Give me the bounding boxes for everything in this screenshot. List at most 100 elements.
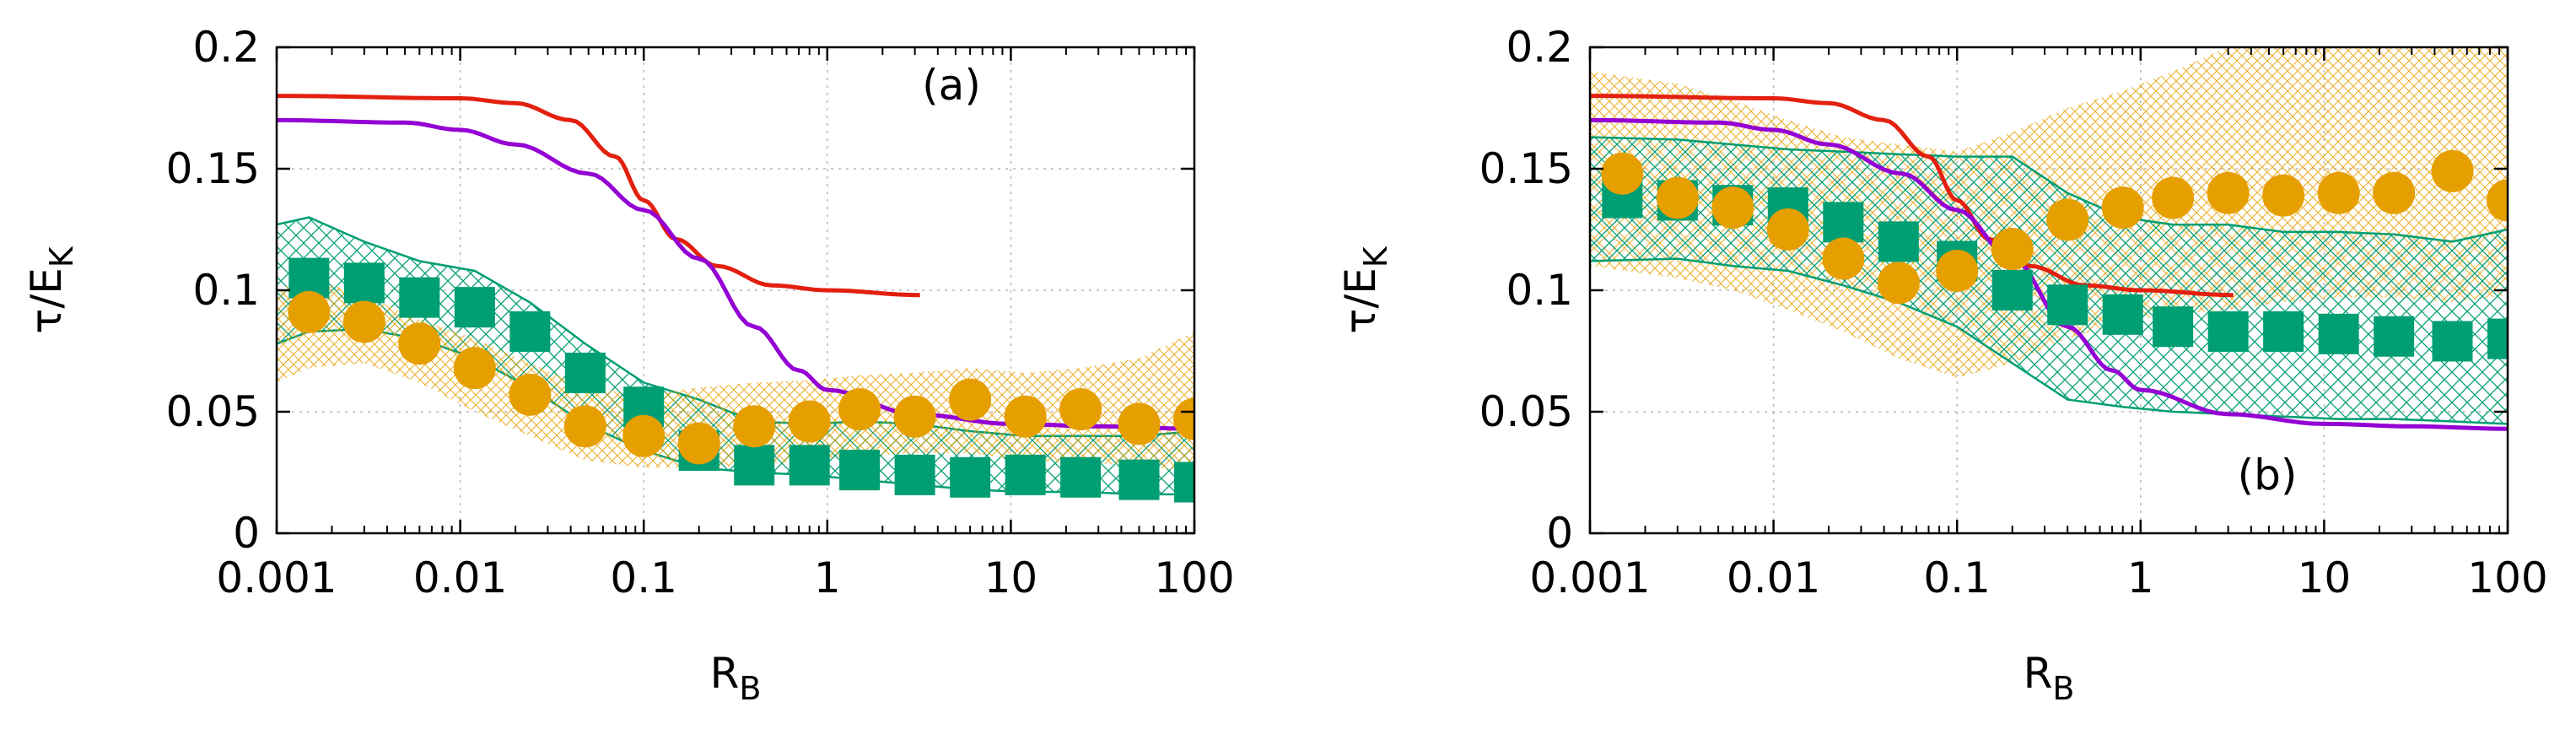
ticks-b: 0.001 0.01 0.1 1 10 100 0 0.05 0.1 0.15 0.2	[1479, 23, 2548, 602]
y-tick-label: 0.05	[1479, 387, 1573, 436]
orange-band-area	[277, 278, 1194, 472]
x-tick-label: 100	[1154, 554, 1234, 602]
orange-circle-marker	[1991, 228, 2034, 271]
green-square-marker	[2153, 306, 2194, 348]
green-square-marker	[564, 352, 606, 393]
orange-circle-marker	[509, 373, 552, 416]
green-square-marker	[2487, 318, 2508, 359]
orange-circle-marker	[2152, 176, 2195, 219]
orange-circle-marker	[1877, 262, 1920, 305]
orange-circle-marker	[1656, 176, 1699, 219]
green-square-marker	[2263, 310, 2304, 352]
orange-circle-marker	[893, 395, 936, 438]
orange-circle-marker	[1822, 237, 1865, 280]
green-square-marker	[509, 310, 551, 352]
x-tick-label: 10	[984, 554, 1038, 602]
y-tick-label: 0.1	[192, 266, 260, 315]
orange-circle-marker	[622, 414, 666, 457]
orange-circle-marker	[1711, 186, 1754, 230]
green-square-marker	[1005, 454, 1046, 495]
orange-circle-marker	[2207, 171, 2250, 214]
x-tick-label: 0.01	[413, 554, 507, 602]
y-tick-label: 0.2	[1506, 23, 1573, 72]
orange-circle-marker	[677, 422, 720, 465]
purple-curve	[1590, 117, 2508, 431]
green-square-marker	[1118, 459, 1160, 500]
green-square-marker	[894, 454, 935, 495]
orange-circle-marker	[838, 388, 881, 431]
orange-circle-marker	[1766, 208, 1809, 251]
green-square-marker	[789, 445, 830, 486]
x-tick-label: 0.01	[1727, 554, 1820, 602]
x-tick-label: 0.001	[1529, 554, 1650, 602]
orange-circle-marker	[949, 378, 992, 421]
x-tick-label: 0.1	[610, 554, 677, 602]
orange-circle-marker	[2487, 179, 2508, 222]
orange-circle-marker	[453, 347, 496, 390]
green-band-area	[1590, 137, 2508, 424]
panel-a: 0.001 0.01 0.1 1 10 100 0 0.05 0.1 0.15 0.2 (a) RB…	[22, 23, 1235, 707]
x-tick-label: 10	[2298, 554, 2352, 602]
y-axis-label-b: τ/EK	[1336, 246, 1394, 334]
orange-circle-marker	[2431, 149, 2474, 192]
green-square-marker	[2207, 310, 2249, 352]
green-square-marker	[1991, 270, 2033, 310]
green-square-marker	[2047, 284, 2088, 326]
y-axis-label-a: τ/EK	[22, 246, 80, 334]
orange-circle-marker	[2046, 198, 2089, 241]
orange-circle-marker	[1936, 249, 1979, 292]
green-square-marker	[1823, 202, 1864, 243]
x-tick-label: 100	[2467, 554, 2547, 602]
green-square-marker	[734, 445, 775, 486]
green-band-lower-edge	[1590, 257, 2508, 425]
panel-label-a: (a)	[922, 61, 981, 110]
orange-circle-marker	[1601, 152, 1644, 195]
y-tick-label: 0.15	[1479, 144, 1573, 193]
orange-circle-marker	[342, 300, 385, 343]
orange-circle-marker	[563, 405, 606, 448]
orange-circle-marker	[788, 400, 831, 443]
panel-label-b: (b)	[2238, 451, 2298, 500]
ticks-a: 0.001 0.01 0.1 1 10 100 0 0.05 0.1 0.15 0.2	[166, 23, 1235, 602]
green-square-marker	[2432, 321, 2473, 362]
x-axis-label-b: RB	[2024, 649, 2075, 707]
green-square-marker	[950, 456, 991, 498]
y-tick-label: 0.2	[192, 23, 260, 72]
x-tick-label: 0.001	[216, 554, 337, 602]
orange-circle-marker	[2373, 171, 2416, 214]
orange-circle-marker	[1173, 397, 1194, 440]
bands-b	[1590, 47, 2508, 425]
red-curve	[277, 94, 920, 298]
green-square-marker	[399, 277, 440, 318]
green-square-marker	[1174, 462, 1194, 503]
green-square-marker	[454, 287, 495, 328]
green-band-upper-edge	[1590, 136, 2508, 243]
panel-b: 0.001 0.01 0.1 1 10 100 0 0.05 0.1 0.15 0.2 (b) RB…	[1336, 23, 2548, 707]
y-tick-label: 0	[233, 509, 260, 558]
y-tick-label: 0.05	[166, 387, 260, 436]
orange-circle-marker	[398, 322, 441, 365]
orange-circle-marker	[2101, 186, 2144, 230]
green-square-marker	[343, 262, 385, 304]
x-axis-label-a: RB	[710, 649, 762, 707]
green-square-marker	[1878, 221, 1919, 262]
x-tick-label: 1	[2127, 554, 2154, 602]
lines-a	[277, 94, 1194, 431]
y-tick-label: 0.1	[1506, 266, 1573, 315]
y-tick-label: 0.15	[166, 144, 260, 193]
orange-circle-marker	[1118, 402, 1161, 446]
orange-circle-marker	[1059, 388, 1102, 431]
orange-circle-marker	[1004, 395, 1047, 438]
green-square-marker	[839, 450, 881, 491]
markers-a	[288, 257, 1194, 503]
green-square-marker	[2318, 313, 2359, 354]
green-square-marker	[2102, 294, 2143, 335]
x-tick-label: 0.1	[1923, 554, 1991, 602]
orange-circle-marker	[288, 290, 331, 333]
x-tick-label: 1	[814, 554, 841, 602]
y-tick-label: 0	[1546, 509, 1573, 558]
green-square-marker	[1060, 456, 1102, 498]
purple-curve	[277, 117, 1194, 431]
orange-circle-marker	[2262, 174, 2305, 217]
